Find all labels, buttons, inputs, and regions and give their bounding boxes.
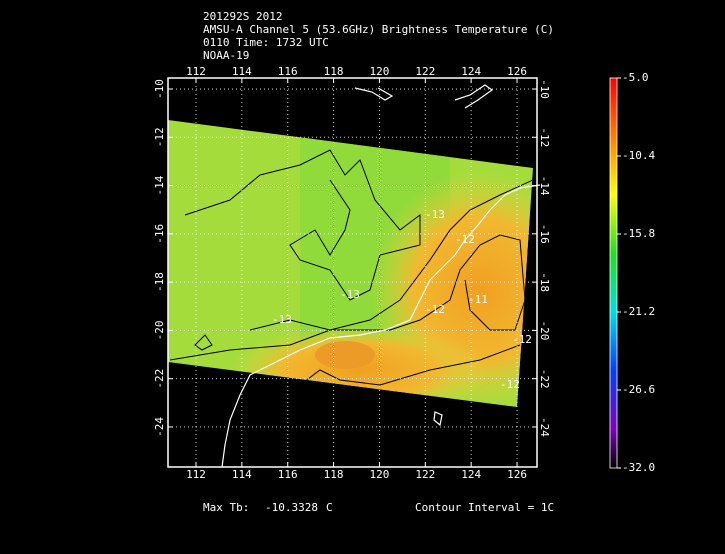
lat-label: -10 — [538, 79, 551, 99]
lat-label: -18 — [538, 272, 551, 292]
lat-label: -12 — [153, 127, 166, 147]
lat-label: -20 — [153, 320, 166, 340]
lon-label: 124 — [461, 65, 481, 78]
header-line: NOAA-19 — [203, 49, 249, 62]
lat-label: -24 — [153, 417, 166, 437]
lat-label: -12 — [538, 127, 551, 147]
contour-interval: Contour Interval = 1C — [415, 501, 554, 514]
lon-label: 116 — [278, 468, 298, 481]
max-value: -10.3328 — [265, 501, 318, 514]
lat-label: -20 — [538, 320, 551, 340]
grid — [168, 78, 537, 467]
lat-label: -22 — [538, 369, 551, 389]
contour-label: -12 — [512, 333, 532, 346]
lat-label: -18 — [153, 272, 166, 292]
map-ticks: 112 112 114 114 116 116 118 118 120 120 122 122 124 1… — [153, 65, 551, 481]
contour-label: -11 — [468, 293, 488, 306]
contour-label: -13 — [425, 208, 445, 221]
contour-label: -12 — [425, 303, 445, 316]
lon-label: 112 — [186, 65, 206, 78]
colorbar-ticks: -5.0 -10.4 -15.8 -21.2 -26.6 -32.0 — [617, 71, 655, 474]
lat-label: -10 — [153, 79, 166, 99]
header-line: 201292S 2012 — [203, 10, 282, 23]
footer: Max Tb: -10.3328 C Contour Interval = 1C — [203, 501, 554, 514]
colorbar-label: -5.0 — [622, 71, 649, 84]
header-line: AMSU-A Channel 5 (53.6GHz) Brightness Te… — [203, 23, 554, 36]
coastlines — [221, 84, 541, 468]
lon-label: 114 — [232, 468, 252, 481]
colorbar-label: -15.8 — [622, 227, 655, 240]
lon-label: 122 — [415, 65, 435, 78]
lat-label: -16 — [538, 224, 551, 244]
colorbar-label: -32.0 — [622, 461, 655, 474]
lon-label: 124 — [461, 468, 481, 481]
lon-label: 122 — [415, 468, 435, 481]
map-frame — [167, 77, 538, 468]
lat-label: -14 — [153, 175, 166, 195]
contour-label: -13 — [272, 313, 292, 326]
lon-label: 118 — [324, 65, 344, 78]
contour-label: -13 — [340, 288, 360, 301]
header: 201292S 2012 AMSU-A Channel 5 (53.6GHz) … — [203, 10, 554, 62]
colorbar-label: -26.6 — [622, 383, 655, 396]
lon-label: 126 — [507, 65, 527, 78]
lat-label: -24 — [538, 417, 551, 437]
lat-label: -22 — [153, 369, 166, 389]
lon-label: 118 — [324, 468, 344, 481]
colorbar — [609, 77, 618, 469]
lon-label: 114 — [232, 65, 252, 78]
colorbar-label: -10.4 — [622, 149, 655, 162]
lon-label: 112 — [186, 468, 206, 481]
max-unit: C — [326, 501, 333, 514]
lat-label: -16 — [153, 224, 166, 244]
colorbar-label: -21.2 — [622, 305, 655, 318]
header-line: 0110 Time: 1732 UTC — [203, 36, 329, 49]
contour-label: -12 — [455, 233, 475, 246]
lon-label: 116 — [278, 65, 298, 78]
max-label: Max Tb: — [203, 501, 249, 514]
contour-label: -12 — [500, 378, 520, 391]
contour-labels: -13 -13 -13 -12 -12 -11 -12 -12 — [272, 208, 532, 391]
lon-label: 120 — [370, 65, 390, 78]
lon-label: 126 — [507, 468, 527, 481]
lon-label: 120 — [370, 468, 390, 481]
lat-label: -14 — [538, 176, 551, 196]
